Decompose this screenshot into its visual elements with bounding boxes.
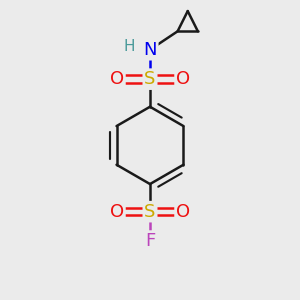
Text: O: O xyxy=(110,70,124,88)
Text: O: O xyxy=(176,202,190,220)
Text: O: O xyxy=(176,70,190,88)
Text: F: F xyxy=(145,232,155,250)
Text: N: N xyxy=(143,41,157,59)
Text: S: S xyxy=(144,202,156,220)
Text: O: O xyxy=(110,202,124,220)
Text: H: H xyxy=(123,38,135,53)
Text: S: S xyxy=(144,70,156,88)
